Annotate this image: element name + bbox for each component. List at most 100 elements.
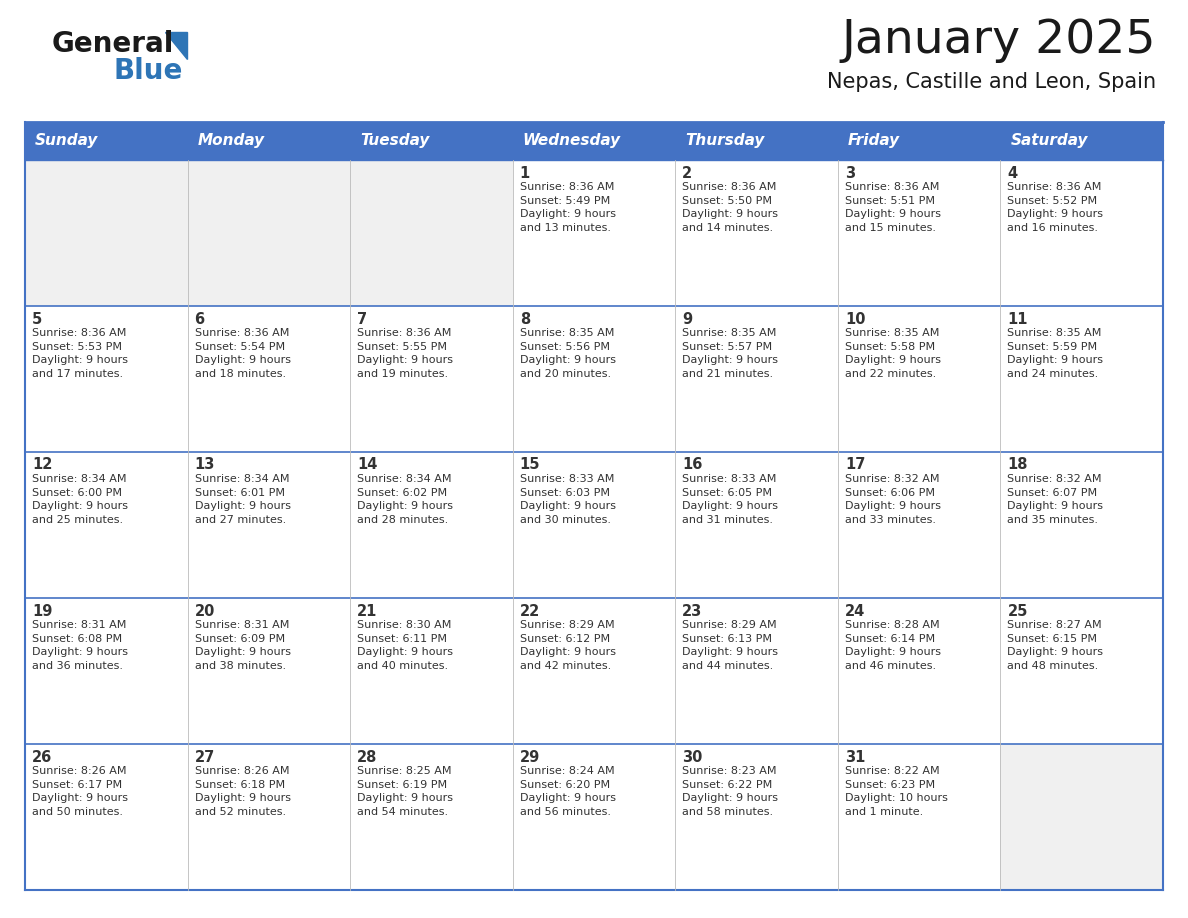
Bar (188, 598, 350, 744)
Bar (675, 598, 838, 744)
Text: Sunrise: 8:36 AM
Sunset: 5:51 PM
Daylight: 9 hours
and 15 minutes.: Sunrise: 8:36 AM Sunset: 5:51 PM Dayligh… (845, 182, 941, 233)
Text: Sunrise: 8:23 AM
Sunset: 6:22 PM
Daylight: 9 hours
and 58 minutes.: Sunrise: 8:23 AM Sunset: 6:22 PM Dayligh… (682, 766, 778, 817)
Text: Tuesday: Tuesday (360, 133, 430, 149)
Text: Sunrise: 8:27 AM
Sunset: 6:15 PM
Daylight: 9 hours
and 48 minutes.: Sunrise: 8:27 AM Sunset: 6:15 PM Dayligh… (1007, 620, 1104, 671)
Bar (350, 598, 513, 744)
Text: Sunrise: 8:36 AM
Sunset: 5:50 PM
Daylight: 9 hours
and 14 minutes.: Sunrise: 8:36 AM Sunset: 5:50 PM Dayligh… (682, 182, 778, 233)
Text: Sunrise: 8:36 AM
Sunset: 5:54 PM
Daylight: 9 hours
and 18 minutes.: Sunrise: 8:36 AM Sunset: 5:54 PM Dayligh… (195, 328, 291, 379)
Text: General: General (52, 30, 175, 58)
Bar (1000, 598, 1163, 744)
Bar (350, 744, 513, 890)
Text: Sunrise: 8:35 AM
Sunset: 5:57 PM
Daylight: 9 hours
and 21 minutes.: Sunrise: 8:35 AM Sunset: 5:57 PM Dayligh… (682, 328, 778, 379)
Text: Sunrise: 8:36 AM
Sunset: 5:49 PM
Daylight: 9 hours
and 13 minutes.: Sunrise: 8:36 AM Sunset: 5:49 PM Dayligh… (519, 182, 615, 233)
Text: 22: 22 (519, 603, 541, 619)
Text: 28: 28 (358, 749, 378, 765)
Bar (838, 306, 1000, 452)
Bar (513, 598, 675, 744)
Text: 27: 27 (195, 749, 215, 765)
Text: Sunrise: 8:26 AM
Sunset: 6:17 PM
Daylight: 9 hours
and 50 minutes.: Sunrise: 8:26 AM Sunset: 6:17 PM Dayligh… (32, 766, 128, 817)
Text: Sunrise: 8:31 AM
Sunset: 6:08 PM
Daylight: 9 hours
and 36 minutes.: Sunrise: 8:31 AM Sunset: 6:08 PM Dayligh… (32, 620, 128, 671)
Bar (675, 744, 838, 890)
Bar (1000, 452, 1163, 598)
Bar (838, 598, 1000, 744)
Bar (350, 160, 513, 306)
Text: 2: 2 (682, 165, 693, 181)
Text: 8: 8 (519, 311, 530, 327)
Text: Sunrise: 8:22 AM
Sunset: 6:23 PM
Daylight: 10 hours
and 1 minute.: Sunrise: 8:22 AM Sunset: 6:23 PM Dayligh… (845, 766, 948, 817)
Bar (675, 452, 838, 598)
Text: 15: 15 (519, 457, 541, 473)
Text: Blue: Blue (114, 57, 183, 85)
Text: 23: 23 (682, 603, 702, 619)
Text: 13: 13 (195, 457, 215, 473)
Polygon shape (165, 32, 187, 59)
Text: 25: 25 (1007, 603, 1028, 619)
Text: 9: 9 (682, 311, 693, 327)
Text: 5: 5 (32, 311, 43, 327)
Bar (513, 160, 675, 306)
Text: 1: 1 (519, 165, 530, 181)
Text: Sunrise: 8:29 AM
Sunset: 6:12 PM
Daylight: 9 hours
and 42 minutes.: Sunrise: 8:29 AM Sunset: 6:12 PM Dayligh… (519, 620, 615, 671)
Text: Sunrise: 8:32 AM
Sunset: 6:07 PM
Daylight: 9 hours
and 35 minutes.: Sunrise: 8:32 AM Sunset: 6:07 PM Dayligh… (1007, 474, 1104, 525)
Bar (25, 452, 188, 598)
Text: Sunrise: 8:34 AM
Sunset: 6:01 PM
Daylight: 9 hours
and 27 minutes.: Sunrise: 8:34 AM Sunset: 6:01 PM Dayligh… (195, 474, 291, 525)
Bar (1000, 306, 1163, 452)
Bar (188, 160, 350, 306)
Text: Sunrise: 8:35 AM
Sunset: 5:58 PM
Daylight: 9 hours
and 22 minutes.: Sunrise: 8:35 AM Sunset: 5:58 PM Dayligh… (845, 328, 941, 379)
Text: 11: 11 (1007, 311, 1028, 327)
Bar (513, 452, 675, 598)
Bar (1000, 160, 1163, 306)
Bar (838, 160, 1000, 306)
Bar (838, 744, 1000, 890)
Text: 6: 6 (195, 311, 204, 327)
Bar (350, 452, 513, 598)
Text: Saturday: Saturday (1011, 133, 1088, 149)
Text: 16: 16 (682, 457, 702, 473)
Text: Sunrise: 8:25 AM
Sunset: 6:19 PM
Daylight: 9 hours
and 54 minutes.: Sunrise: 8:25 AM Sunset: 6:19 PM Dayligh… (358, 766, 453, 817)
Bar (25, 306, 188, 452)
Text: 4: 4 (1007, 165, 1018, 181)
Text: 31: 31 (845, 749, 865, 765)
Text: 24: 24 (845, 603, 865, 619)
Text: 3: 3 (845, 165, 855, 181)
Text: Sunrise: 8:33 AM
Sunset: 6:05 PM
Daylight: 9 hours
and 31 minutes.: Sunrise: 8:33 AM Sunset: 6:05 PM Dayligh… (682, 474, 778, 525)
Text: Sunrise: 8:26 AM
Sunset: 6:18 PM
Daylight: 9 hours
and 52 minutes.: Sunrise: 8:26 AM Sunset: 6:18 PM Dayligh… (195, 766, 291, 817)
Bar (675, 306, 838, 452)
Bar (188, 744, 350, 890)
Text: Sunrise: 8:28 AM
Sunset: 6:14 PM
Daylight: 9 hours
and 46 minutes.: Sunrise: 8:28 AM Sunset: 6:14 PM Dayligh… (845, 620, 941, 671)
Bar (675, 160, 838, 306)
Text: 29: 29 (519, 749, 541, 765)
Text: Sunrise: 8:30 AM
Sunset: 6:11 PM
Daylight: 9 hours
and 40 minutes.: Sunrise: 8:30 AM Sunset: 6:11 PM Dayligh… (358, 620, 453, 671)
Bar (513, 744, 675, 890)
Text: Wednesday: Wednesday (523, 133, 621, 149)
Text: Sunrise: 8:35 AM
Sunset: 5:56 PM
Daylight: 9 hours
and 20 minutes.: Sunrise: 8:35 AM Sunset: 5:56 PM Dayligh… (519, 328, 615, 379)
Text: Sunrise: 8:31 AM
Sunset: 6:09 PM
Daylight: 9 hours
and 38 minutes.: Sunrise: 8:31 AM Sunset: 6:09 PM Dayligh… (195, 620, 291, 671)
Text: January 2025: January 2025 (841, 18, 1156, 63)
Text: Monday: Monday (197, 133, 265, 149)
Text: 30: 30 (682, 749, 702, 765)
Text: 12: 12 (32, 457, 52, 473)
Text: Sunrise: 8:24 AM
Sunset: 6:20 PM
Daylight: 9 hours
and 56 minutes.: Sunrise: 8:24 AM Sunset: 6:20 PM Dayligh… (519, 766, 615, 817)
Bar (1000, 744, 1163, 890)
Text: 10: 10 (845, 311, 865, 327)
Text: Thursday: Thursday (685, 133, 765, 149)
Bar (25, 598, 188, 744)
Text: 17: 17 (845, 457, 865, 473)
Bar (513, 306, 675, 452)
Bar (838, 452, 1000, 598)
Bar (25, 160, 188, 306)
Text: Sunrise: 8:34 AM
Sunset: 6:00 PM
Daylight: 9 hours
and 25 minutes.: Sunrise: 8:34 AM Sunset: 6:00 PM Dayligh… (32, 474, 128, 525)
Text: Sunday: Sunday (34, 133, 99, 149)
Text: Nepas, Castille and Leon, Spain: Nepas, Castille and Leon, Spain (827, 72, 1156, 92)
Bar (350, 306, 513, 452)
Text: 26: 26 (32, 749, 52, 765)
Text: Sunrise: 8:33 AM
Sunset: 6:03 PM
Daylight: 9 hours
and 30 minutes.: Sunrise: 8:33 AM Sunset: 6:03 PM Dayligh… (519, 474, 615, 525)
Text: 20: 20 (195, 603, 215, 619)
Text: Sunrise: 8:36 AM
Sunset: 5:53 PM
Daylight: 9 hours
and 17 minutes.: Sunrise: 8:36 AM Sunset: 5:53 PM Dayligh… (32, 328, 128, 379)
Text: 19: 19 (32, 603, 52, 619)
Text: 14: 14 (358, 457, 378, 473)
Text: Sunrise: 8:36 AM
Sunset: 5:55 PM
Daylight: 9 hours
and 19 minutes.: Sunrise: 8:36 AM Sunset: 5:55 PM Dayligh… (358, 328, 453, 379)
Text: 21: 21 (358, 603, 378, 619)
Text: Sunrise: 8:29 AM
Sunset: 6:13 PM
Daylight: 9 hours
and 44 minutes.: Sunrise: 8:29 AM Sunset: 6:13 PM Dayligh… (682, 620, 778, 671)
Bar (25, 744, 188, 890)
